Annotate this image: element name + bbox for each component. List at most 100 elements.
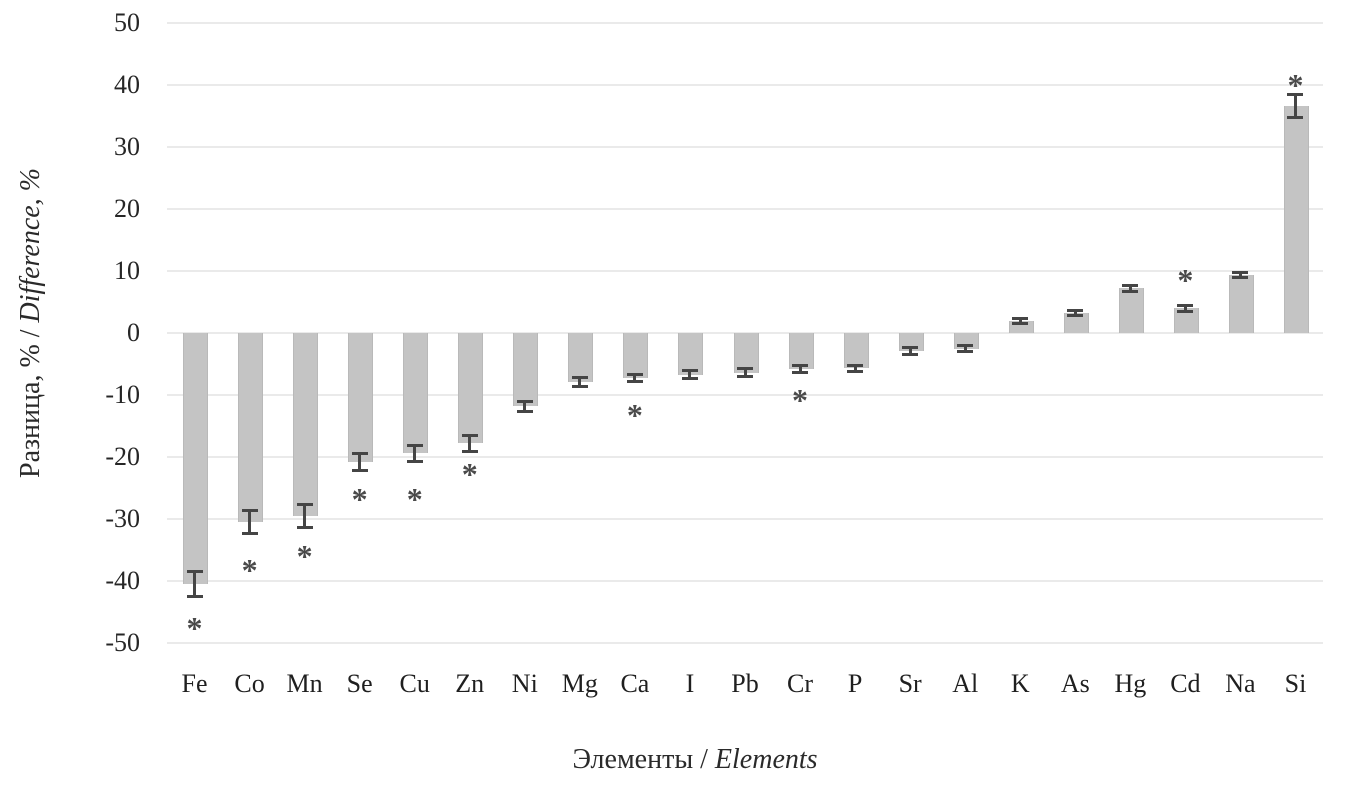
- error-bar-stem-Pb: [743, 368, 747, 377]
- error-bar-stem-Cd: [1183, 305, 1187, 312]
- error-bar-cap-top-Cr: [792, 364, 809, 368]
- error-bar-cap-bottom-Zn: [461, 449, 478, 453]
- gridline--10: [167, 394, 1323, 396]
- error-bar-stem-Na: [1238, 272, 1242, 278]
- error-bar-cap-bottom-Ca: [626, 380, 643, 384]
- y-tick-label--10: -10: [105, 380, 140, 409]
- error-bar-stem-Mg: [578, 377, 582, 387]
- error-bar-stem-Ni: [523, 401, 527, 412]
- x-tick-label-Ni: Ni: [511, 669, 538, 698]
- error-bar-stem-Zn: [468, 435, 472, 452]
- error-bar-cap-bottom-Cr: [792, 370, 809, 374]
- error-bar-cap-top-Mn: [296, 503, 313, 507]
- error-bar-cap-top-Na: [1232, 270, 1249, 274]
- gridline-50: [167, 22, 1323, 24]
- error-bar-cap-bottom-Cu: [406, 459, 423, 463]
- error-bar-cap-top-Ca: [626, 373, 643, 377]
- error-bar-cap-top-Si: [1287, 93, 1304, 97]
- bar-Mg: [568, 333, 594, 382]
- bar-Ni: [513, 333, 539, 407]
- x-tick-label-Ca: Ca: [620, 669, 650, 698]
- error-bar-cap-bottom-Ni: [516, 409, 533, 413]
- error-bar-cap-top-Al: [957, 343, 974, 347]
- bar-Zn: [458, 333, 484, 444]
- x-tick-label-Hg: Hg: [1114, 669, 1147, 698]
- y-tick-label--40: -40: [105, 566, 140, 595]
- gridline-20: [167, 208, 1323, 210]
- error-bar-cap-bottom-Se: [351, 469, 368, 473]
- error-bar-stem-Hg: [1128, 285, 1132, 292]
- x-axis-title-italic: Elements: [714, 744, 818, 775]
- y-tick-label-0: 0: [127, 318, 140, 347]
- x-tick-label-Cr: Cr: [787, 669, 814, 698]
- gridline--30: [167, 518, 1323, 520]
- x-tick-label-P: P: [847, 669, 863, 698]
- error-bar-cap-bottom-K: [1012, 321, 1029, 325]
- significance-star-Cd: *: [1177, 262, 1194, 299]
- significance-star-Fe: *: [186, 609, 203, 646]
- error-bar-stem-As: [1073, 310, 1077, 316]
- x-tick-label-Pb: Pb: [731, 669, 759, 698]
- significance-star-Mn: *: [296, 538, 313, 575]
- error-bar-cap-top-As: [1067, 309, 1084, 313]
- error-bar-cap-top-K: [1012, 316, 1029, 320]
- error-bar-cap-bottom-Sr: [902, 352, 919, 356]
- error-bar-stem-Si: [1293, 94, 1297, 118]
- bar-P: [843, 333, 869, 369]
- significance-star-Cr: *: [792, 382, 809, 419]
- gridline--20: [167, 456, 1323, 458]
- error-bar-cap-bottom-Pb: [737, 374, 753, 378]
- bar-Na: [1228, 274, 1254, 333]
- significance-star-Co: *: [241, 552, 258, 589]
- x-tick-label-Fe: Fe: [181, 669, 208, 698]
- significance-star-Se: *: [351, 481, 368, 518]
- x-tick-label-Se: Se: [346, 669, 373, 698]
- bar-I: [678, 333, 704, 375]
- error-bar-cap-bottom-Na: [1232, 275, 1249, 279]
- x-tick-label-Sr: Sr: [898, 669, 922, 698]
- error-bar-cap-top-Cu: [406, 443, 423, 447]
- error-bar-stem-Cr: [798, 365, 802, 373]
- x-axis-title-regular: Элементы /: [572, 744, 715, 775]
- error-bar-cap-bottom-Mg: [571, 385, 588, 389]
- error-bar-stem-Fe: [193, 571, 197, 597]
- x-tick-label-As: As: [1060, 669, 1090, 698]
- y-tick-label--50: -50: [105, 628, 140, 657]
- x-tick-label-I: I: [685, 669, 695, 698]
- y-tick-label-10: 10: [114, 256, 140, 285]
- y-tick-label--30: -30: [105, 504, 140, 533]
- error-bar-stem-Se: [358, 453, 362, 471]
- x-tick-label-Mg: Mg: [561, 669, 598, 698]
- x-tick-label-Al: Al: [952, 669, 979, 698]
- x-tick-label-Si: Si: [1284, 669, 1307, 698]
- error-bar-cap-top-Hg: [1122, 283, 1139, 287]
- x-tick-label-K: K: [1010, 669, 1030, 698]
- error-bar-cap-bottom-As: [1067, 314, 1084, 318]
- gridline-30: [167, 146, 1323, 148]
- bar-As: [1063, 313, 1089, 333]
- error-bar-cap-bottom-P: [847, 369, 864, 373]
- bar-Cu: [403, 333, 429, 454]
- error-bar-cap-top-Cd: [1177, 303, 1194, 307]
- error-bar-cap-top-Sr: [902, 346, 919, 350]
- x-tick-label-Cd: Cd: [1170, 669, 1201, 698]
- significance-star-Ca: *: [626, 397, 643, 434]
- error-bar-cap-top-Zn: [461, 433, 478, 437]
- error-bar-stem-Sr: [908, 347, 912, 355]
- error-bar-stem-Ca: [633, 374, 637, 382]
- significance-star-Si: *: [1287, 67, 1304, 104]
- bar-Cr: [788, 333, 814, 369]
- error-bar-cap-top-Fe: [186, 570, 203, 574]
- error-bar-cap-bottom-Mn: [296, 525, 313, 529]
- y-tick-label--20: -20: [105, 442, 140, 471]
- x-tick-label-Co: Co: [234, 669, 265, 698]
- error-bar-cap-top-Pb: [737, 367, 753, 371]
- bar-Co: [238, 333, 264, 523]
- error-bar-stem-K: [1018, 318, 1022, 324]
- bar-Fe: [183, 333, 209, 585]
- x-tick-label-Na: Na: [1225, 669, 1256, 698]
- bar-Se: [348, 333, 374, 462]
- y-axis-title-italic: Difference, %: [15, 168, 46, 323]
- y-tick-label-30: 30: [114, 132, 140, 161]
